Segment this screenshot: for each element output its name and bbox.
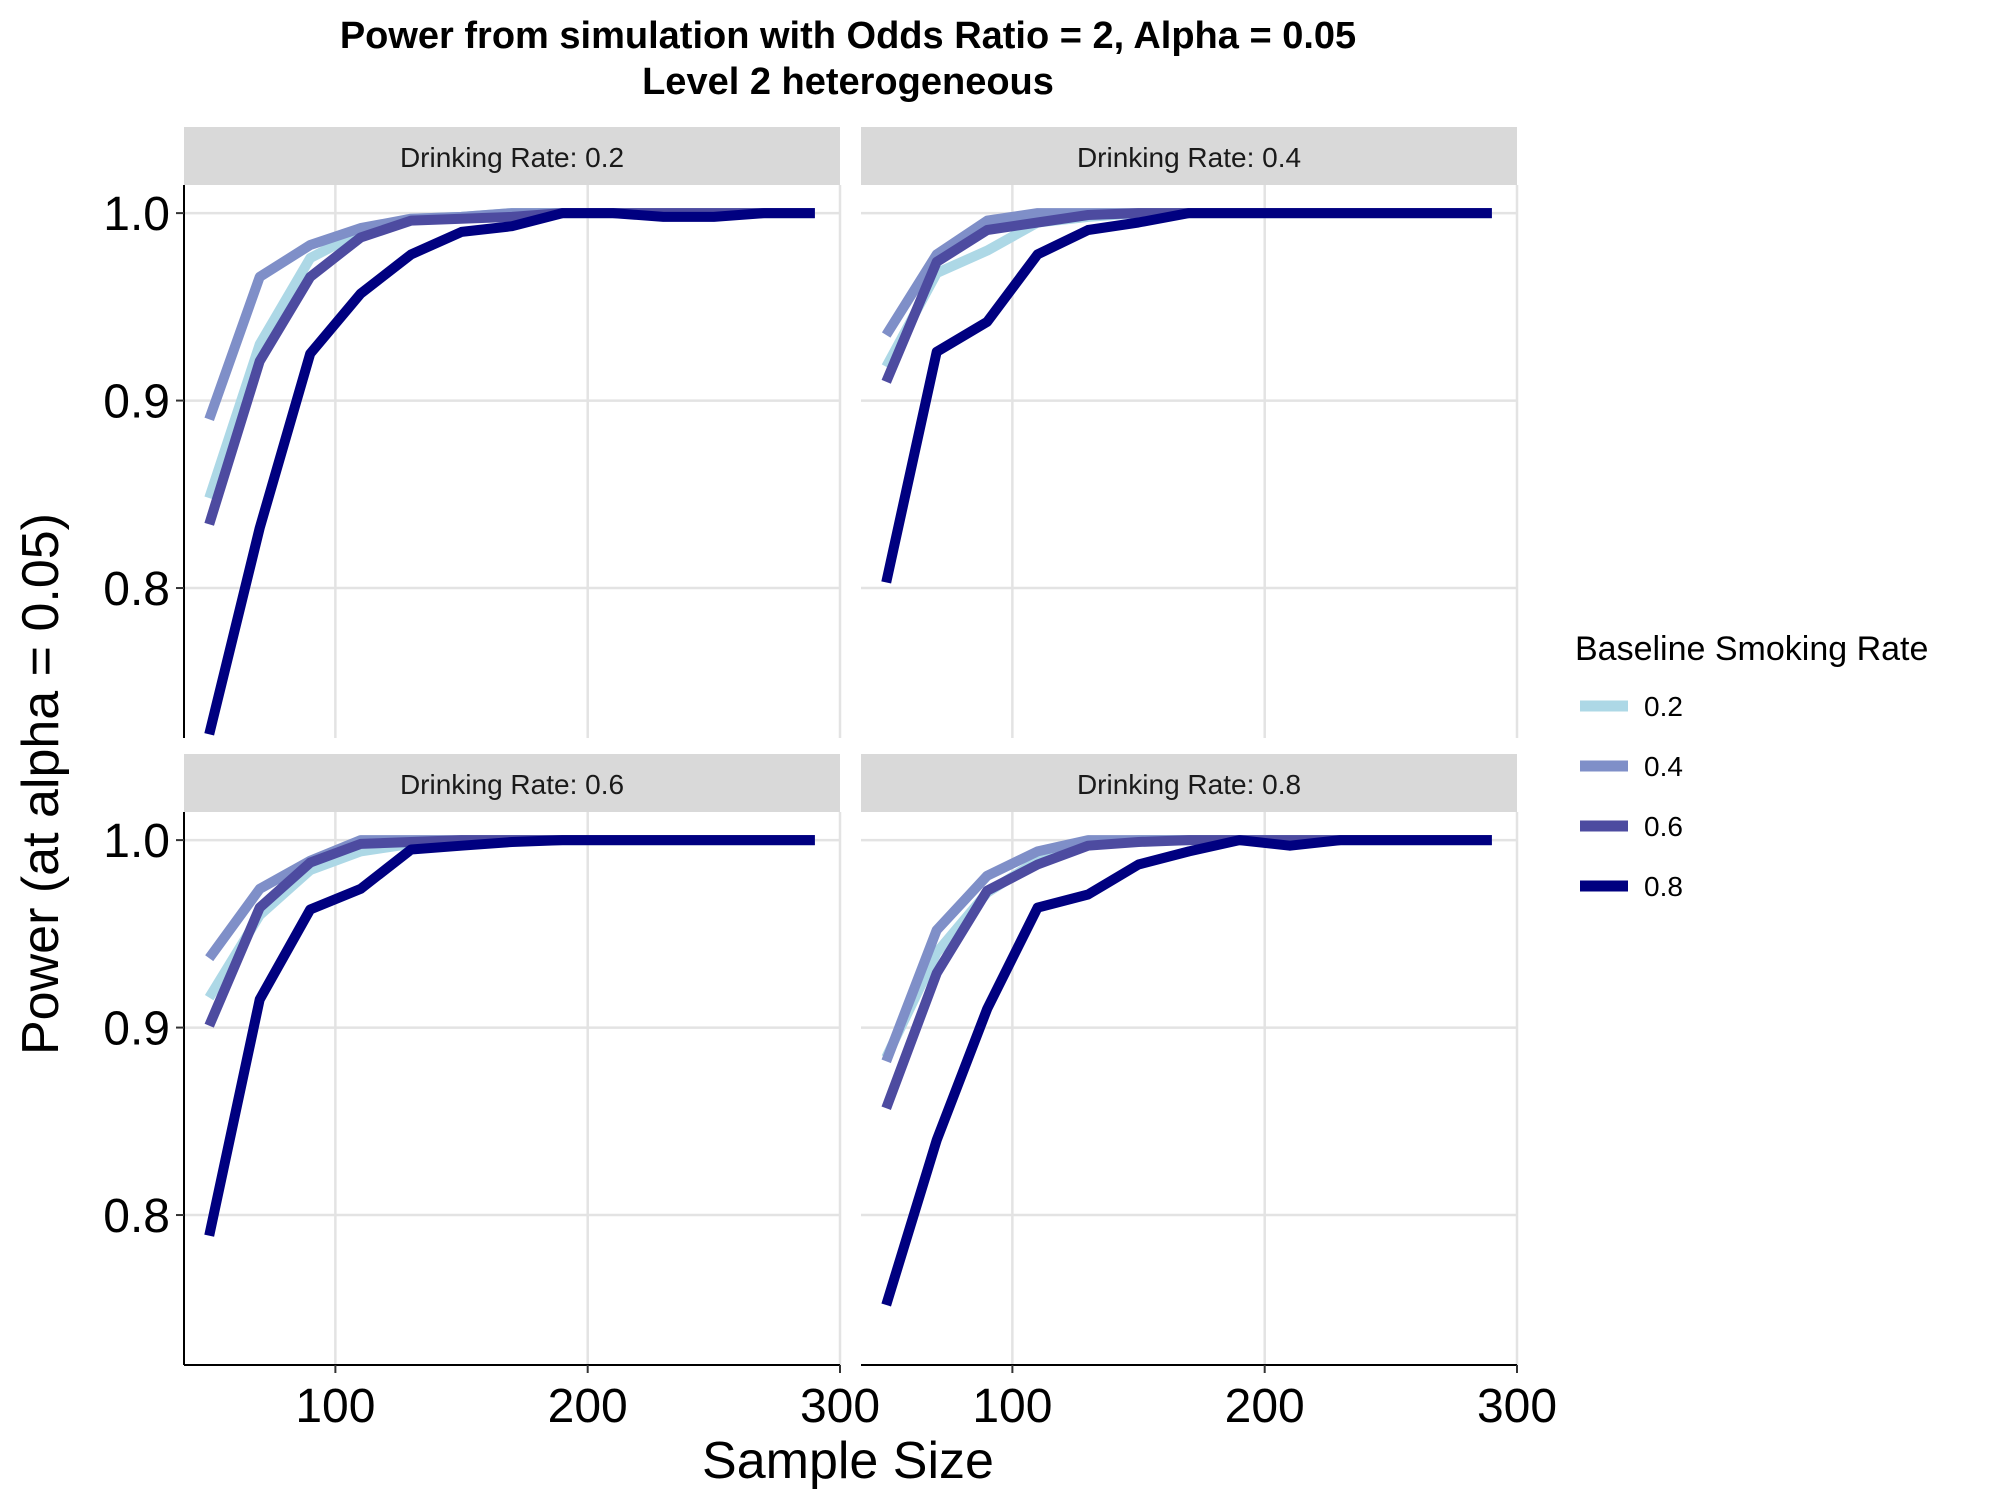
x-tick-label: 100	[295, 1380, 375, 1433]
series-line-0_8	[881, 208, 1492, 584]
x-tick-label: 200	[548, 1380, 628, 1433]
facet-strip	[861, 754, 1517, 812]
facet-strip	[184, 127, 840, 185]
y-tick-label: 0.8	[103, 563, 170, 616]
facet-strip-label: Drinking Rate: 0.8	[1077, 769, 1301, 800]
legend-title: Baseline Smoking Rate	[1575, 630, 1928, 668]
facet-strip	[861, 127, 1517, 185]
series-line-0_4	[205, 835, 815, 962]
legend-label: 0.8	[1644, 871, 1683, 902]
x-tick-label: 300	[800, 1380, 880, 1433]
series-line-0_8	[204, 835, 815, 1237]
facet-strip-label: Drinking Rate: 0.4	[1077, 142, 1301, 173]
series-line-0_6	[204, 208, 815, 526]
y-tick-label: 1.0	[103, 815, 170, 868]
legend-label: 0.2	[1644, 691, 1683, 722]
facet-panel: Drinking Rate: 0.4	[861, 127, 1519, 738]
legend-label: 0.6	[1644, 811, 1683, 842]
y-axis-label: Power (at alpha = 0.05)	[12, 513, 70, 1055]
series-line-0_6	[881, 208, 1492, 384]
y-tick-label: 1.0	[103, 188, 170, 241]
y-tick-label: 0.9	[103, 376, 170, 429]
series-line-0_8	[204, 208, 815, 736]
facet-panel: Drinking Rate: 0.6 0.8 0.9 1.0 100 200 300	[103, 754, 880, 1433]
legend: Baseline Smoking Rate 0.2 0.4 0.6 0.8	[1575, 630, 1928, 902]
x-axis-label: Sample Size	[702, 1432, 994, 1490]
facet-panel: Drinking Rate: 0.8 100 200 300	[861, 754, 1557, 1433]
y-tick-label: 0.8	[103, 1190, 170, 1243]
facet-strip	[184, 754, 840, 812]
facet-strip-label: Drinking Rate: 0.6	[400, 769, 624, 800]
chart-subtitle: Level 2 heterogeneous	[642, 61, 1054, 103]
facet-strip-label: Drinking Rate: 0.2	[400, 142, 624, 173]
x-tick-label: 300	[1477, 1380, 1557, 1433]
x-tick-label: 200	[1225, 1380, 1305, 1433]
series-line-0_8	[881, 835, 1492, 1307]
y-tick-label: 0.9	[103, 1003, 170, 1056]
chart-title: Power from simulation with Odds Ratio = …	[340, 15, 1356, 57]
legend-label: 0.4	[1644, 751, 1683, 782]
x-tick-label: 100	[972, 1380, 1052, 1433]
facet-panel: Drinking Rate: 0.2 0.8 0.9 1.0	[103, 127, 842, 738]
